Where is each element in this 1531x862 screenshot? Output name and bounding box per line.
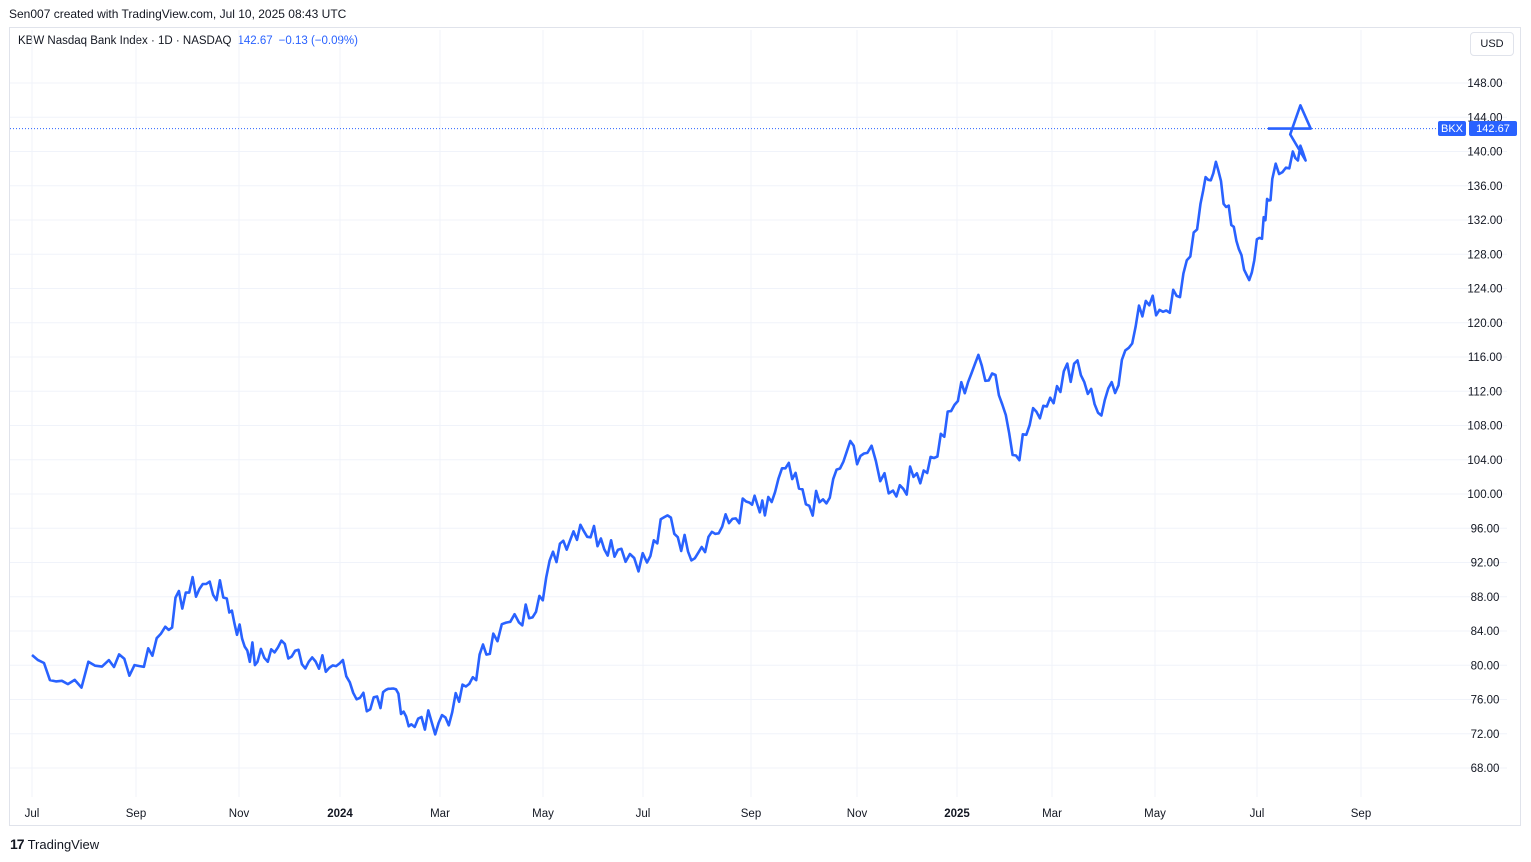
- chart-frame: [9, 27, 1521, 826]
- x-tick-label: Mar: [1042, 808, 1062, 820]
- x-tick-label: 2024: [327, 808, 353, 820]
- y-tick-label: 116.00: [1468, 352, 1502, 364]
- y-tick-label: 76.00: [1471, 695, 1500, 707]
- currency-button[interactable]: USD: [1470, 32, 1514, 56]
- y-tick-label: 112.00: [1468, 386, 1502, 398]
- x-tick-label: Jul: [1250, 808, 1265, 820]
- chart-caption: Sen007 created with TradingView.com, Jul…: [9, 7, 347, 21]
- series-line-bkx: [31, 104, 1312, 736]
- y-tick-label: 140.00: [1467, 147, 1502, 159]
- vertical-grid: [31, 30, 1362, 797]
- x-tick-label: Nov: [847, 808, 868, 820]
- y-tick-label: 108.00: [1467, 421, 1502, 433]
- price-badge: BKX 142.67: [1438, 121, 1517, 136]
- x-tick-label: Nov: [229, 808, 250, 820]
- y-tick-label: 100.00: [1467, 489, 1502, 501]
- tradingview-logo[interactable]: 17 TradingView: [10, 836, 99, 852]
- y-tick-label: 132.00: [1467, 215, 1502, 227]
- badge-value-bg: [1469, 121, 1517, 136]
- y-axis-labels: 68.00 72.00 76.00 80.00 84.00 88.00 92.00 96.00…: [1467, 78, 1502, 775]
- last-value: 142.67: [237, 35, 273, 47]
- x-tick-label: Sep: [1351, 808, 1371, 820]
- y-tick-label: 72.00: [1471, 729, 1500, 741]
- y-tick-label: 124.00: [1467, 284, 1502, 296]
- tradingview-logo-icon: 17: [10, 836, 25, 852]
- x-tick-label: Jul: [636, 808, 651, 820]
- y-tick-label: 80.00: [1471, 660, 1500, 672]
- badge-ticker-bg: [1438, 121, 1466, 136]
- chart-legend[interactable]: KBW Nasdaq Bank Index · 1D · NASDAQ 142.6…: [18, 35, 358, 47]
- y-tick-label: 88.00: [1471, 592, 1500, 604]
- horizontal-grid: [10, 82, 1507, 769]
- tradingview-logo-text: TradingView: [27, 836, 100, 852]
- y-tick-label: 104.00: [1467, 455, 1502, 467]
- y-tick-label: 136.00: [1467, 181, 1502, 193]
- y-tick-label: 84.00: [1471, 626, 1500, 638]
- x-tick-label: Mar: [430, 808, 450, 820]
- y-tick-label: 148.00: [1467, 78, 1502, 90]
- badge-ticker: BKX: [1441, 123, 1464, 135]
- badge-value: 142.67: [1476, 123, 1510, 135]
- x-tick-label: May: [532, 808, 554, 820]
- x-tick-label: Jul: [25, 808, 40, 820]
- price-change: −0.13 (−0.09%): [278, 35, 358, 47]
- y-tick-label: 92.00: [1471, 558, 1500, 570]
- x-tick-label: Sep: [126, 808, 146, 820]
- y-tick-label: 120.00: [1467, 318, 1502, 330]
- symbol-label[interactable]: KBW Nasdaq Bank Index · 1D · NASDAQ: [18, 35, 232, 47]
- x-tick-label: 2025: [944, 808, 970, 820]
- x-tick-label: Sep: [741, 808, 761, 820]
- y-tick-label: 96.00: [1471, 523, 1500, 535]
- y-tick-label: 68.00: [1471, 763, 1500, 775]
- x-tick-label: May: [1144, 808, 1166, 820]
- y-tick-label: 128.00: [1467, 249, 1502, 261]
- x-axis-labels: Jul Sep Nov 2024 Mar May Jul Sep Nov 2025 Mar May Ju…: [25, 808, 1372, 820]
